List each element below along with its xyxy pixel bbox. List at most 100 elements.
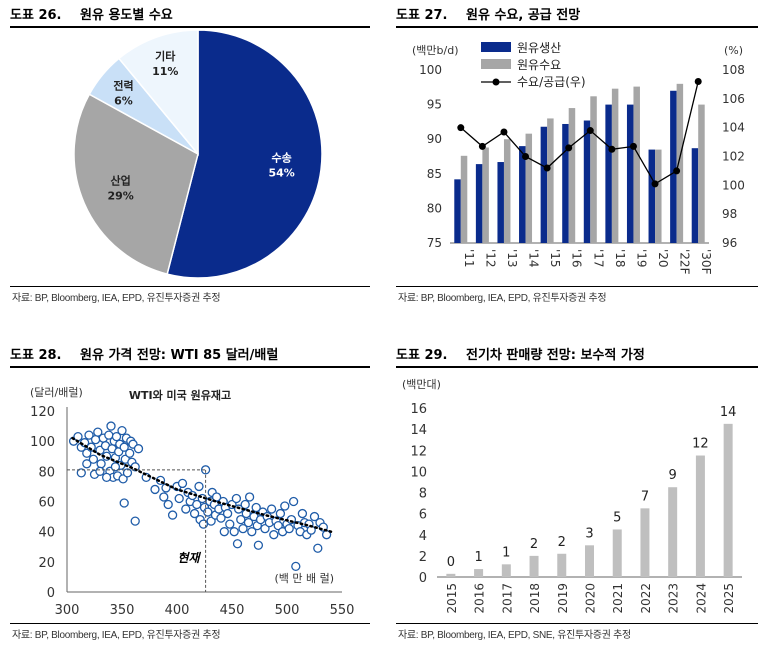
x-tick: 350 bbox=[110, 603, 135, 618]
y-tick-right: 102 bbox=[722, 150, 745, 164]
y-tick-right: 104 bbox=[722, 121, 745, 135]
data-label: 2 bbox=[530, 537, 538, 552]
x-tick-label: 2020 bbox=[584, 583, 598, 614]
y-tick-right: 106 bbox=[722, 92, 745, 106]
scatter-point bbox=[122, 468, 133, 478]
panel-number: 도표 29. bbox=[396, 348, 448, 363]
x-tick-label: 2016 bbox=[473, 583, 487, 614]
scatter-point bbox=[231, 493, 242, 504]
scatter-point bbox=[275, 508, 286, 519]
x-tick-label: 2018 bbox=[528, 583, 542, 614]
title-rule bbox=[396, 26, 758, 28]
scatter-point bbox=[174, 493, 184, 504]
ratio-point bbox=[457, 124, 465, 132]
pie-slice-3 bbox=[117, 29, 199, 157]
scatter-chart: (달러/배럴) WTI와 미국 원유재고 0 20 40 60 80 100 120 300 350… bbox=[30, 386, 355, 618]
x-tick-label: 2017 bbox=[500, 583, 514, 614]
pie-label-1: 산업 bbox=[110, 173, 130, 187]
pie-slice-1 bbox=[73, 93, 199, 276]
data-label: 7 bbox=[641, 489, 649, 504]
y-axis-label: (백만대) bbox=[402, 378, 441, 391]
panel-title-text: 전기차 판매량 전망: 보수적 가정 bbox=[466, 348, 645, 363]
panel-number: 도표 26. bbox=[10, 8, 62, 23]
scatter-point bbox=[177, 478, 188, 489]
source-note: 자료: BP, Bloomberg, IEA, EPD, 유진투자증권 추정 bbox=[12, 293, 221, 304]
x-tick-label: '14 bbox=[527, 249, 541, 268]
x-tick-label: 2023 bbox=[667, 583, 681, 614]
scatter-point bbox=[309, 511, 320, 522]
x-tick-label: '18 bbox=[613, 249, 627, 268]
y-tick-left: 95 bbox=[427, 98, 442, 112]
bar-demand bbox=[482, 147, 489, 243]
scatter-point bbox=[284, 523, 294, 534]
y-tick: 40 bbox=[38, 526, 55, 541]
pie-pct-2: 6% bbox=[114, 94, 133, 107]
scatter-point bbox=[206, 516, 216, 526]
y-tick: 0 bbox=[47, 586, 55, 601]
source-rule bbox=[10, 286, 370, 287]
y-tick: 16 bbox=[410, 402, 427, 417]
bar-line-chart: (백만b/d) (%) 75 80 85 90 95 100 96 98 100 102 104 106 1… bbox=[412, 41, 745, 275]
bar-production bbox=[540, 126, 548, 243]
y-tick: 14 bbox=[410, 423, 427, 438]
bar-demand bbox=[590, 96, 597, 244]
data-label: 1 bbox=[502, 545, 510, 560]
ev-bar bbox=[557, 553, 567, 577]
bar-demand bbox=[525, 133, 533, 243]
scatter-point bbox=[118, 474, 128, 484]
bar-demand bbox=[698, 104, 705, 243]
pie-slice-0 bbox=[166, 29, 323, 279]
x-tick-label: '30F bbox=[699, 249, 713, 275]
bar-production bbox=[605, 104, 612, 243]
bar-demand bbox=[460, 155, 468, 243]
bar-production bbox=[648, 149, 656, 243]
scatter-point bbox=[125, 448, 135, 458]
ev-bar bbox=[695, 455, 705, 577]
bar-demand bbox=[676, 83, 684, 243]
bar-production bbox=[626, 104, 634, 243]
pie-label-0: 수송 bbox=[272, 152, 292, 165]
source-rule bbox=[396, 286, 758, 287]
bar-demand bbox=[611, 88, 619, 244]
y-tick: 120 bbox=[30, 405, 55, 420]
data-label: 14 bbox=[720, 405, 737, 420]
scatter-point bbox=[192, 499, 202, 510]
y-tick: 4 bbox=[419, 529, 427, 544]
panel-title-text: 원유 수요, 공급 전망 bbox=[466, 8, 581, 23]
bar-demand bbox=[655, 149, 662, 243]
scatter-point bbox=[181, 504, 191, 514]
scatter-point bbox=[211, 492, 222, 502]
scatter-point bbox=[88, 454, 99, 464]
scatter-point bbox=[159, 492, 169, 502]
panel-title: 도표 26. 원유 용도별 수요 bbox=[10, 4, 173, 23]
bar-production bbox=[562, 123, 569, 243]
ratio-point bbox=[629, 142, 637, 150]
ratio-point bbox=[586, 127, 594, 135]
x-tick: 550 bbox=[330, 603, 355, 618]
scatter-point bbox=[101, 472, 112, 483]
scatter-point bbox=[216, 513, 226, 523]
ratio-point bbox=[673, 167, 681, 175]
title-rule bbox=[396, 366, 758, 368]
panel-oil-demand-by-use: 도표 26. 원유 용도별 수요 수송 54% 산업 29% 전력 6% 기타 11% 자료: … bbox=[0, 0, 384, 310]
y-tick-left: 75 bbox=[427, 236, 442, 250]
scatter-point bbox=[247, 527, 257, 537]
scatter-point bbox=[222, 508, 233, 519]
x-tick: 400 bbox=[165, 603, 190, 618]
x-tick-label: '17 bbox=[591, 249, 605, 268]
scatter-point bbox=[219, 527, 229, 537]
bar-production bbox=[497, 162, 504, 243]
x-tick-label: '19 bbox=[634, 249, 648, 268]
scatter-point bbox=[273, 520, 283, 531]
panel-title-text: 원유 용도별 수요 bbox=[80, 8, 173, 23]
x-tick-label: '13 bbox=[505, 249, 519, 268]
scatter-point bbox=[225, 519, 235, 529]
x-tick: 500 bbox=[275, 603, 300, 618]
y-tick: 8 bbox=[419, 487, 427, 502]
scatter-point bbox=[111, 431, 122, 442]
y-tick-right: 96 bbox=[722, 236, 737, 250]
ratio-point bbox=[694, 78, 702, 86]
scatter-point bbox=[269, 530, 279, 540]
scatter-point bbox=[167, 510, 178, 520]
scatter-point bbox=[229, 527, 239, 537]
